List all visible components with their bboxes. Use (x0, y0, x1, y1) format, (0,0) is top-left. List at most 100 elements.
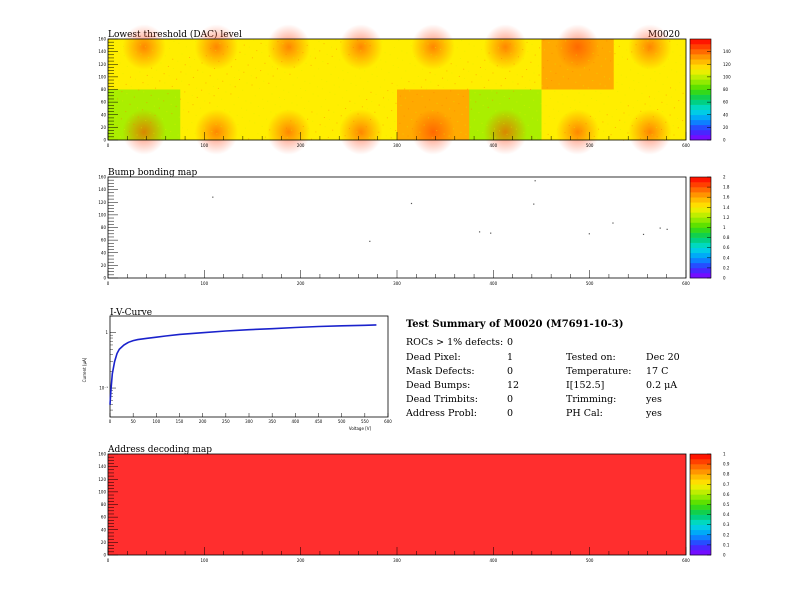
pixel-noise (324, 126, 326, 128)
pixel-noise (666, 76, 668, 78)
pixel-noise (593, 135, 595, 137)
pixel-noise (366, 99, 368, 101)
pixel-noise (318, 68, 320, 70)
pixel-noise (384, 79, 386, 81)
x-tick-label: 200 (297, 143, 305, 148)
pixel-noise (423, 50, 425, 52)
pixel-noise (399, 122, 401, 124)
pixel-noise (120, 118, 122, 120)
pixel-noise (192, 76, 194, 78)
x-tick-label: 500 (586, 281, 594, 286)
pixel-noise (589, 69, 591, 71)
pixel-noise (613, 71, 615, 73)
pixel-noise (219, 42, 221, 44)
colorbar-swatch (690, 474, 711, 480)
pixel-noise (472, 63, 474, 65)
pixel-noise (478, 112, 480, 114)
pixel-noise (523, 104, 525, 106)
pixel-noise (237, 124, 239, 126)
pixel-noise (439, 39, 441, 41)
pixel-noise (531, 43, 533, 45)
pixel-noise (378, 131, 380, 133)
pixel-noise (264, 136, 266, 138)
pixel-noise (293, 57, 295, 59)
pixel-noise (683, 74, 685, 76)
pixel-noise (453, 101, 455, 103)
iv-x-tick-label: 450 (315, 419, 323, 424)
pixel-noise (391, 82, 393, 84)
pixel-noise (329, 91, 331, 93)
pixel-noise (354, 102, 356, 104)
pixel-noise (592, 80, 594, 82)
pixel-noise (201, 62, 203, 64)
iv-y-tick-label: 10⁻¹ (99, 386, 108, 391)
pixel-noise (627, 132, 629, 134)
pixel-noise (188, 111, 190, 113)
pixel-noise (380, 59, 382, 61)
colorbar-tick-label: 1.4 (723, 205, 730, 210)
pixel-noise (374, 111, 376, 113)
plot-frame (107, 453, 687, 556)
address-tint (108, 454, 686, 555)
pixel-noise (335, 39, 337, 41)
iv-x-tick-label: 50 (131, 419, 137, 424)
colorbar-swatch (690, 232, 711, 238)
pixel-noise (122, 45, 124, 47)
iv-chart: 0 50 100 150 200 250 300 350 400 450 500 550 600 10⁻¹… (82, 315, 392, 431)
colorbar-tick-label: 0.4 (723, 512, 730, 517)
pixel-noise (203, 118, 205, 120)
pixel-noise (633, 80, 635, 82)
pixel-noise (476, 56, 478, 58)
pixel-noise (450, 63, 452, 65)
y-tick-label: 100 (98, 489, 106, 494)
pixel-noise (132, 40, 134, 42)
pixel-noise (414, 65, 416, 67)
pixel-noise (312, 93, 314, 95)
pixel-noise (292, 84, 294, 86)
pixel-noise (402, 133, 404, 135)
pixel-noise (617, 91, 619, 93)
pixel-noise (112, 105, 114, 107)
pixel-noise (633, 89, 635, 91)
pixel-noise (645, 112, 647, 114)
pixel-noise (465, 133, 467, 135)
pixel-noise (362, 115, 364, 117)
pixel-noise (189, 57, 191, 59)
pixel-noise (156, 42, 158, 44)
pixel-noise (411, 128, 413, 130)
pixel-noise (656, 136, 658, 138)
pixel-noise (297, 50, 299, 52)
pixel-noise (680, 137, 682, 139)
pixel-noise (384, 52, 386, 54)
pixel-noise (418, 57, 420, 59)
pixel-noise (464, 124, 466, 126)
pixel-noise (340, 41, 342, 43)
pixel-noise (512, 81, 514, 83)
pixel-noise (316, 113, 318, 115)
pixel-noise (380, 68, 382, 70)
pixel-noise (678, 100, 680, 102)
pixel-noise (212, 85, 214, 87)
pixel-noise (326, 81, 328, 83)
pixel-noise (612, 89, 614, 91)
colorbar-tick-label: 0.7 (723, 482, 730, 487)
pixel-noise (263, 80, 265, 82)
pixel-noise (299, 115, 301, 117)
pixel-noise (415, 139, 417, 141)
pixel-noise (172, 67, 174, 69)
pixel-noise (600, 65, 602, 67)
pixel-noise (537, 92, 539, 94)
pixel-noise (245, 100, 247, 102)
pixel-noise (571, 89, 573, 91)
pixel-noise (544, 49, 546, 51)
pixel-noise (425, 88, 427, 90)
pixel-noise (455, 65, 457, 67)
pixel-noise (616, 109, 618, 111)
pixel-noise (108, 39, 109, 40)
pixel-noise (119, 136, 121, 138)
pixel-noise (181, 80, 183, 82)
dead-bump (612, 222, 614, 224)
pixel-noise (418, 48, 420, 50)
pixel-noise (407, 135, 409, 137)
pixel-noise (341, 97, 343, 99)
